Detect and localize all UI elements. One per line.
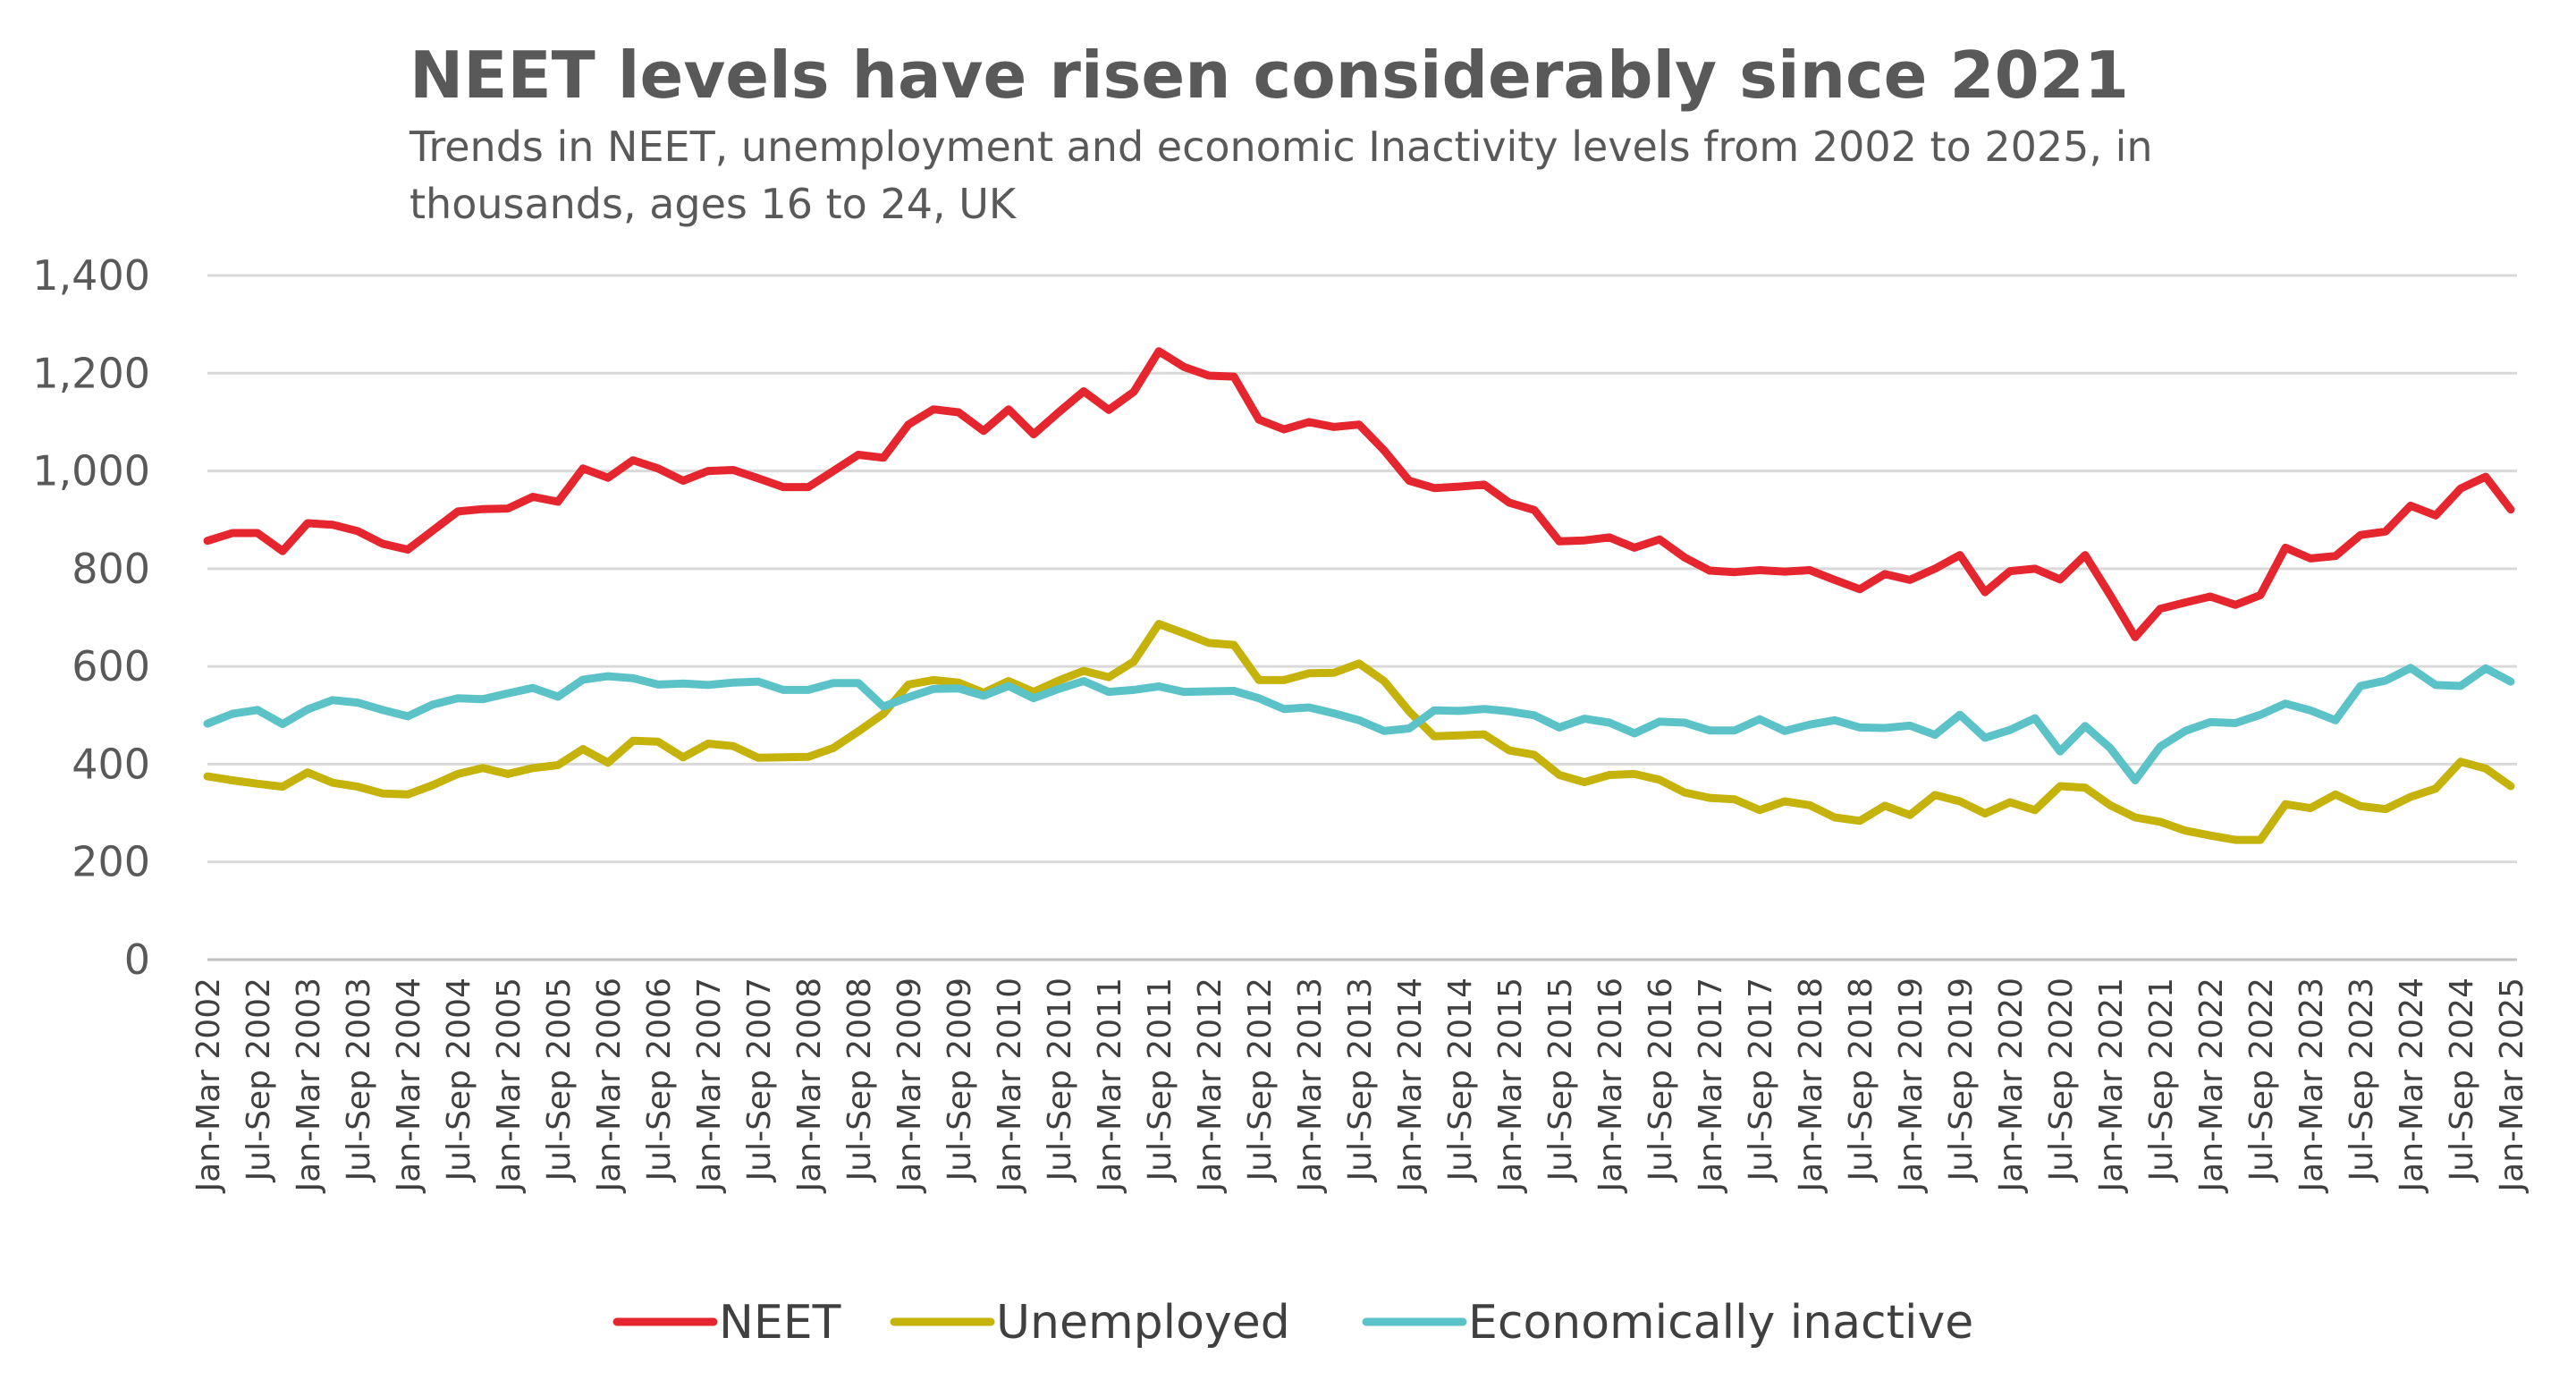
x-tick-label: Jan-Mar 2008 bbox=[791, 978, 828, 1193]
x-tick-label: Jan-Mar 2012 bbox=[1192, 978, 1229, 1193]
x-tick-label: Jul-Sep 2019 bbox=[1943, 978, 1980, 1182]
x-tick-label: Jul-Sep 2012 bbox=[1242, 978, 1279, 1182]
gridlines bbox=[207, 274, 2517, 961]
x-tick-label: Jul-Sep 2004 bbox=[441, 978, 477, 1182]
x-tick-label: Jan-Mar 2025 bbox=[2494, 978, 2530, 1193]
x-tick-label: Jan-Mar 2020 bbox=[1993, 978, 2030, 1193]
x-tick-label: Jul-Sep 2007 bbox=[741, 978, 778, 1182]
legend: NEET Unemployed Economically inactive bbox=[612, 1296, 1973, 1350]
x-tick-label: Jul-Sep 2011 bbox=[1142, 978, 1178, 1182]
x-tick-label: Jul-Sep 2002 bbox=[241, 978, 277, 1182]
y-tick-label: 400 bbox=[72, 740, 150, 788]
x-tick-label: Jan-Mar 2007 bbox=[691, 978, 728, 1193]
x-tick-label: Jan-Mar 2018 bbox=[1793, 978, 1829, 1193]
x-tick-label: Jan-Mar 2006 bbox=[591, 978, 628, 1193]
y-tick-label: 200 bbox=[72, 838, 150, 886]
x-tick-label: Jan-Mar 2016 bbox=[1592, 978, 1629, 1193]
x-tick-label: Jul-Sep 2018 bbox=[1843, 978, 1879, 1182]
legend-label: Economically inactive bbox=[1468, 1296, 1973, 1350]
y-tick-label: 800 bbox=[72, 545, 150, 593]
series-line-neet bbox=[203, 347, 2515, 641]
x-tick-label: Jul-Sep 2006 bbox=[641, 978, 678, 1182]
x-tick-label: Jan-Mar 2017 bbox=[1693, 978, 1729, 1193]
x-tick-label: Jan-Mar 2021 bbox=[2093, 978, 2130, 1193]
x-tick-label: Jul-Sep 2021 bbox=[2143, 978, 2180, 1182]
x-tick-label: Jan-Mar 2023 bbox=[2293, 978, 2330, 1193]
x-tick-label: Jan-Mar 2014 bbox=[1392, 978, 1429, 1193]
series-lines bbox=[203, 347, 2515, 844]
x-tick-label: Jul-Sep 2009 bbox=[942, 978, 978, 1182]
x-tick-label: Jan-Mar 2022 bbox=[2193, 978, 2230, 1193]
x-tick-label: Jul-Sep 2024 bbox=[2444, 978, 2480, 1182]
y-tick-label: 1,400 bbox=[32, 251, 150, 300]
x-tick-label: Jul-Sep 2023 bbox=[2344, 978, 2380, 1182]
x-tick-label: Jan-Mar 2015 bbox=[1492, 978, 1529, 1193]
y-tick-label: 0 bbox=[124, 936, 150, 984]
x-tick-label: Jul-Sep 2005 bbox=[541, 978, 578, 1182]
x-tick-label: Jul-Sep 2015 bbox=[1542, 978, 1579, 1182]
y-tick-label: 1,000 bbox=[32, 447, 150, 495]
x-tick-label: Jan-Mar 2002 bbox=[190, 978, 227, 1193]
x-tick-label: Jul-Sep 2022 bbox=[2243, 978, 2280, 1182]
x-tick-label: Jul-Sep 2014 bbox=[1442, 978, 1479, 1182]
y-axis: 0 200 400 600 800 1,000 1,200 1,400 bbox=[32, 251, 150, 984]
x-tick-label: Jul-Sep 2013 bbox=[1342, 978, 1379, 1182]
y-tick-label: 1,200 bbox=[32, 349, 150, 397]
x-tick-label: Jul-Sep 2016 bbox=[1643, 978, 1679, 1182]
chart-subtitle: Trends in NEET, unemployment and economi… bbox=[410, 123, 2153, 228]
x-tick-label: Jul-Sep 2017 bbox=[1743, 978, 1779, 1182]
x-tick-label: Jan-Mar 2009 bbox=[891, 978, 928, 1193]
x-tick-label: Jul-Sep 2008 bbox=[841, 978, 878, 1182]
legend-label: NEET bbox=[719, 1296, 841, 1350]
x-tick-label: Jan-Mar 2013 bbox=[1292, 978, 1329, 1193]
series-line-unemployed bbox=[203, 620, 2515, 844]
x-axis: Jan-Mar 2002 Jul-Sep 2002 Jan-Mar 2003 Jul-… bbox=[190, 978, 2530, 1193]
x-tick-label: Jan-Mar 2010 bbox=[992, 978, 1028, 1193]
x-tick-label: Jul-Sep 2020 bbox=[2043, 978, 2080, 1182]
x-tick-label: Jul-Sep 2003 bbox=[341, 978, 377, 1182]
chart-title: NEET levels have risen considerably sinc… bbox=[410, 38, 2129, 113]
x-tick-label: Jan-Mar 2011 bbox=[1092, 978, 1128, 1193]
x-tick-label: Jul-Sep 2010 bbox=[1042, 978, 1078, 1182]
y-tick-label: 600 bbox=[72, 642, 150, 690]
series-line-economically-inactive bbox=[203, 664, 2515, 784]
legend-label: Unemployed bbox=[996, 1296, 1290, 1350]
x-tick-label: Jan-Mar 2024 bbox=[2394, 978, 2430, 1193]
x-tick-label: Jan-Mar 2005 bbox=[491, 978, 528, 1193]
x-tick-label: Jan-Mar 2019 bbox=[1893, 978, 1930, 1193]
x-tick-label: Jan-Mar 2003 bbox=[291, 978, 327, 1193]
x-tick-label: Jan-Mar 2004 bbox=[391, 978, 427, 1193]
